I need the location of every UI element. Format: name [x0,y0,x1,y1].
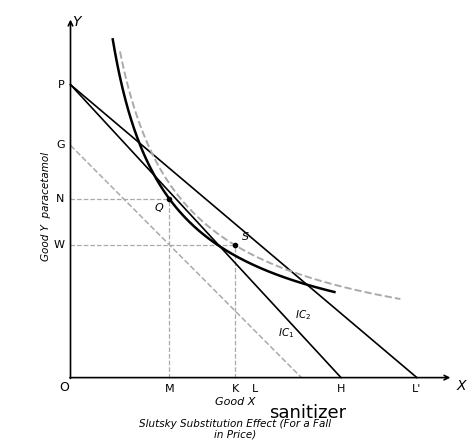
Text: W: W [54,240,64,250]
Text: S: S [242,232,249,242]
Text: sanitizer: sanitizer [269,404,346,422]
Text: $IC_1$: $IC_1$ [278,326,295,340]
Text: G: G [56,140,64,150]
Text: L: L [252,384,258,394]
Text: N: N [56,194,64,204]
Text: M: M [164,384,174,394]
Text: Good X: Good X [215,397,255,407]
Text: Good Y  paracetamol: Good Y paracetamol [41,151,51,260]
Text: P: P [58,80,64,90]
Text: Q: Q [154,202,163,213]
Text: H: H [337,384,345,394]
Text: X: X [456,379,466,393]
Text: Y: Y [72,15,81,29]
Text: in Price): in Price) [214,429,256,440]
Text: $IC_2$: $IC_2$ [295,308,311,322]
Text: O: O [59,381,69,394]
Text: Slutsky Substitution Effect (For a Fall: Slutsky Substitution Effect (For a Fall [139,419,331,429]
Text: K: K [232,384,239,394]
Text: L': L' [412,384,421,394]
